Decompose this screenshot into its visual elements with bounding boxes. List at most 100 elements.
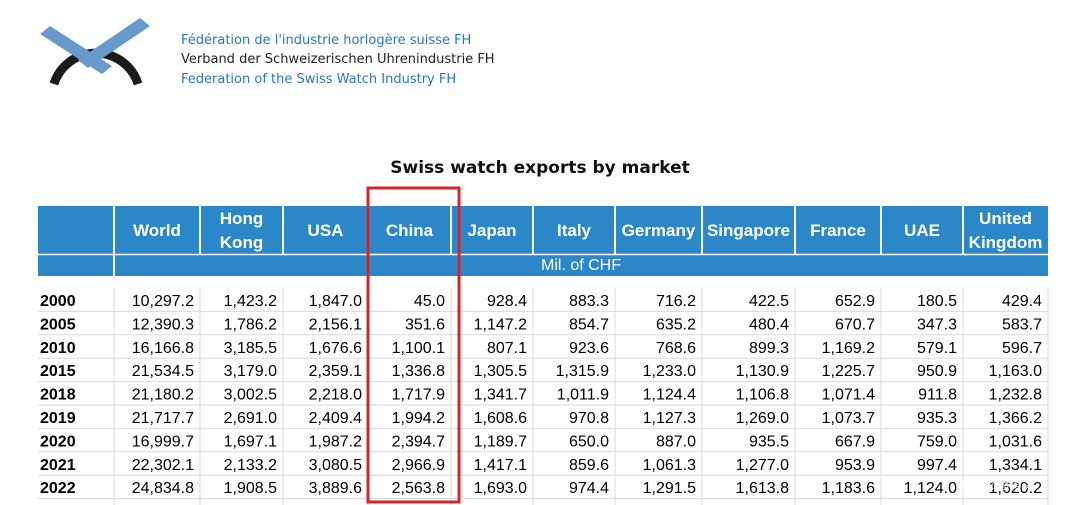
column-header-world: World: [133, 221, 181, 240]
value-cell: 429.4: [1002, 293, 1042, 310]
china-highlight-box: [366, 186, 461, 504]
value-cell: 1,233.0: [643, 363, 696, 380]
value-cell: 652.9: [835, 293, 875, 310]
year-label: 2022: [40, 480, 76, 497]
value-cell: 1,127.3: [643, 410, 696, 427]
value-cell: 3,179.0: [224, 363, 277, 380]
org-name-german: Verband der Schweizerischen Uhrenindustr…: [181, 52, 495, 67]
value-cell: 2,394.7: [392, 433, 445, 450]
value-cell: 12,390.3: [132, 316, 194, 333]
value-cell: 1,717.9: [392, 387, 445, 404]
value-cell: 635.2: [656, 316, 696, 333]
value-cell: 2,563.8: [392, 480, 445, 497]
column-header-uae: UAE: [904, 221, 940, 240]
value-cell: 3,080.5: [309, 457, 362, 474]
value-cell: 2,156.1: [309, 316, 362, 333]
org-name-french: Fédération de l'industrie horlogère suis…: [181, 33, 472, 48]
value-cell: 1,163.0: [989, 363, 1042, 380]
column-header-france: France: [810, 221, 866, 240]
value-cell: 1,315.9: [556, 363, 609, 380]
value-cell: 351.6: [405, 316, 445, 333]
value-cell: 2,359.1: [309, 363, 362, 380]
value-cell: 1,994.2: [392, 410, 445, 427]
value-cell: 970.8: [569, 410, 609, 427]
value-cell: 883.3: [569, 293, 609, 310]
value-cell: 1,011.9: [557, 387, 609, 404]
value-cell: 1,232.8: [989, 387, 1042, 404]
value-cell: 716.2: [656, 293, 696, 310]
column-header-usa: USA: [308, 221, 344, 240]
value-cell: 1,305.5: [474, 363, 527, 380]
value-cell: 180.5: [917, 293, 957, 310]
value-cell: 1,423.2: [224, 293, 277, 310]
value-cell: 1,269.0: [736, 410, 789, 427]
value-cell: 1,620.2: [989, 480, 1042, 497]
value-cell: 2,218.0: [309, 387, 362, 404]
watermark: 值 什么值得买: [958, 478, 1034, 492]
value-cell: 807.1: [487, 340, 527, 357]
value-cell: 2,691.0: [224, 410, 277, 427]
value-cell: 3,185.5: [224, 340, 277, 357]
column-header-japan: Japan: [467, 221, 516, 240]
value-cell: 16,999.7: [132, 433, 194, 450]
column-header-china: China: [386, 221, 434, 240]
value-cell: 935.3: [917, 410, 957, 427]
value-cell: 1,366.2: [989, 410, 1042, 427]
value-cell: 1,908.5: [224, 480, 277, 497]
value-cell: 1,336.8: [392, 363, 445, 380]
value-cell: 347.3: [917, 316, 957, 333]
value-cell: 923.6: [569, 340, 609, 357]
value-cell: 1,847.0: [309, 293, 362, 310]
value-cell: 953.9: [835, 457, 875, 474]
org-name-english: Federation of the Swiss Watch Industry F…: [181, 72, 457, 87]
value-cell: 1,100.1: [392, 340, 445, 357]
value-cell: 1,697.1: [224, 433, 277, 450]
value-cell: 859.6: [569, 457, 609, 474]
value-cell: 1,106.8: [736, 387, 789, 404]
value-cell: 21,180.2: [132, 387, 194, 404]
value-cell: 1,061.3: [643, 457, 696, 474]
column-header-hong-kong-line1: Hong: [220, 209, 263, 228]
value-cell: 1,277.0: [736, 457, 789, 474]
year-label: 2005: [40, 316, 76, 333]
value-cell: 1,341.7: [474, 387, 527, 404]
value-cell: 928.4: [487, 293, 527, 310]
value-cell: 670.7: [835, 316, 875, 333]
value-cell: 1,071.4: [822, 387, 875, 404]
column-header-hong-kong-line2: Kong: [220, 233, 263, 252]
value-cell: 2,409.4: [309, 410, 362, 427]
value-cell: 3,889.6: [309, 480, 362, 497]
year-label: 2019: [40, 410, 76, 427]
value-cell: 1,147.2: [474, 316, 527, 333]
value-cell: 45.0: [414, 293, 445, 310]
unit-label: Mil. of CHF: [541, 257, 621, 274]
value-cell: 768.6: [656, 340, 696, 357]
value-cell: 911.8: [918, 387, 957, 404]
header-background: [38, 206, 1048, 276]
value-cell: 1,169.2: [822, 340, 875, 357]
value-cell: 1,786.2: [224, 316, 277, 333]
value-cell: 422.5: [749, 293, 789, 310]
value-cell: 3,002.5: [224, 387, 277, 404]
value-cell: 16,166.8: [132, 340, 194, 357]
value-cell: 1,417.1: [474, 457, 527, 474]
year-label: 2021: [40, 457, 76, 474]
year-label: 2015: [40, 363, 76, 380]
value-cell: 2,133.2: [224, 457, 277, 474]
column-header-united-kingdom-line2: Kingdom: [969, 233, 1043, 252]
value-cell: 596.7: [1002, 340, 1042, 357]
value-cell: 1,225.7: [822, 363, 875, 380]
value-cell: 1,291.5: [643, 480, 696, 497]
column-header-united-kingdom-line1: United: [979, 209, 1032, 228]
value-cell: 974.4: [569, 480, 609, 497]
value-cell: 1,334.1: [989, 457, 1042, 474]
value-cell: 1,987.2: [309, 433, 362, 450]
year-label: 2000: [40, 293, 76, 310]
year-label: 2010: [40, 340, 76, 357]
chart-title: Swiss watch exports by market: [390, 158, 690, 178]
value-cell: 24,834.8: [132, 480, 194, 497]
value-cell: 1,124.4: [643, 387, 696, 404]
value-cell: 1,031.6: [989, 433, 1042, 450]
value-cell: 1,073.7: [822, 410, 875, 427]
